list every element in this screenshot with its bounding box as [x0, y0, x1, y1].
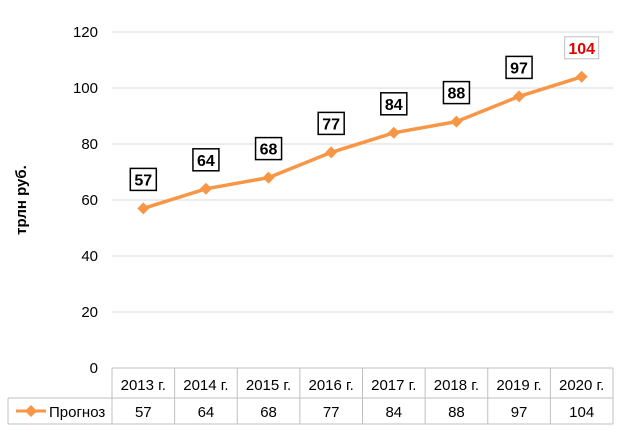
x-tick-label: 2017 г. — [371, 377, 416, 394]
x-tick-label: 2013 г. — [121, 377, 166, 394]
data-label-box: 57 — [129, 167, 158, 192]
table-value: 104 — [569, 404, 594, 421]
data-point — [199, 182, 212, 195]
data-label: 68 — [260, 142, 278, 159]
data-table: 2013 г. 57 2014 г. 64 2015 г. 68 2016 г. 77 2017… — [7, 367, 614, 425]
data-point — [513, 90, 526, 103]
data-label-box: 84 — [380, 92, 408, 116]
data-point — [575, 70, 588, 83]
x-tick-label: 2016 г. — [309, 377, 354, 394]
data-label: 88 — [448, 86, 466, 103]
series-line-group — [137, 70, 588, 215]
table-value: 64 — [198, 404, 215, 421]
data-label-box: 64 — [192, 148, 220, 172]
data-label-frame — [505, 55, 533, 80]
data-label-box: 97 — [505, 55, 533, 80]
data-label: 77 — [322, 116, 340, 133]
data-point — [450, 115, 463, 128]
x-tick-label: 2019 г. — [496, 377, 541, 394]
data-point — [137, 202, 150, 215]
y-tick-label: 0 — [90, 360, 98, 377]
data-label-frame — [442, 80, 471, 105]
table-value: 88 — [448, 404, 465, 421]
table-value: 57 — [135, 404, 152, 421]
y-axis-ticks: 0 20 40 60 80 100 120 — [73, 24, 98, 377]
data-label-frame — [317, 111, 345, 136]
series-line — [142, 75, 583, 211]
data-label: 97 — [510, 60, 528, 77]
table-value: 84 — [385, 404, 402, 421]
data-label-box: 77 — [317, 111, 345, 136]
x-tick-label: 2015 г. — [246, 377, 291, 394]
legend-marker-icon — [25, 405, 37, 417]
x-tick-label: 2018 г. — [434, 377, 479, 394]
data-point — [262, 171, 275, 184]
data-label: 57 — [134, 172, 152, 189]
data-label-frame — [192, 148, 220, 172]
data-label-box: 104 — [564, 36, 600, 60]
y-tick-label: 20 — [81, 304, 98, 321]
data-label-box: 88 — [442, 80, 471, 105]
data-label: 84 — [385, 97, 403, 114]
data-label-frame — [129, 167, 158, 192]
table-value: 77 — [323, 404, 340, 421]
data-label-frame — [380, 92, 408, 116]
y-tick-label: 80 — [81, 136, 98, 153]
data-label: 104 — [568, 41, 595, 58]
legend-series-name: Прогноз — [49, 404, 105, 421]
data-point — [325, 146, 338, 159]
data-label: 64 — [197, 153, 215, 170]
x-tick-label: 2014 г. — [183, 377, 228, 394]
table-value: 97 — [511, 404, 528, 421]
data-label-frame — [564, 36, 600, 60]
y-tick-label: 120 — [73, 24, 98, 41]
y-tick-label: 100 — [73, 80, 98, 97]
data-point — [387, 126, 400, 139]
y-tick-label: 40 — [81, 248, 98, 265]
table-value: 68 — [260, 404, 277, 421]
y-tick-label: 60 — [81, 192, 98, 209]
x-tick-label: 2020 г. — [559, 377, 604, 394]
data-labels: 57 64 68 77 84 88 97 104 — [129, 36, 600, 192]
data-label-box: 68 — [254, 136, 283, 161]
gridlines — [112, 31, 613, 313]
y-axis-label: трлн руб. — [13, 165, 30, 235]
data-label-frame — [254, 136, 283, 161]
